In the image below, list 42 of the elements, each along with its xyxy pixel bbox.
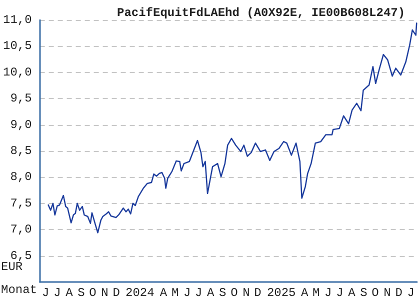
x-tick-label: D bbox=[254, 286, 262, 300]
y-tick-label: 8,5 bbox=[10, 144, 32, 158]
chart-title: PacifEquitFdLAEhd (A0X92E, IE00B608L247) bbox=[117, 6, 406, 20]
x-tick-label: A bbox=[207, 286, 216, 300]
x-tick-label: J bbox=[195, 286, 202, 300]
x-tick-label: N bbox=[384, 286, 391, 300]
x-tick-label: M bbox=[171, 286, 179, 300]
y-tick-label: 10,5 bbox=[2, 39, 32, 54]
x-tick-label: D bbox=[112, 286, 120, 300]
x-axis-title: Monat bbox=[1, 283, 38, 297]
x-tick-label: J bbox=[183, 286, 191, 300]
x-tick-label: 2024 bbox=[125, 286, 154, 300]
x-tick-label: S bbox=[219, 286, 226, 300]
y-axis-title: EUR bbox=[1, 260, 23, 274]
x-tick-label: J bbox=[42, 286, 50, 300]
y-tick-label: 8,0 bbox=[10, 170, 32, 184]
y-tick-label: 9,5 bbox=[10, 92, 32, 106]
line-series bbox=[48, 22, 418, 234]
y-tick-label: 6,5 bbox=[10, 248, 32, 263]
x-tick-label: J bbox=[324, 286, 332, 300]
x-tick-label: A bbox=[348, 286, 356, 300]
x-tick-label: O bbox=[372, 286, 379, 300]
x-tick-label: J bbox=[54, 286, 61, 300]
x-tick-label: D bbox=[395, 286, 402, 300]
x-tick-label: 2025 bbox=[266, 286, 296, 300]
x-tick-label: J bbox=[336, 286, 344, 300]
x-tick-label: A bbox=[66, 286, 74, 300]
x-tick-label: O bbox=[89, 286, 96, 300]
y-tick-label: 9,0 bbox=[10, 118, 32, 132]
x-tick-label: A bbox=[300, 286, 309, 300]
y-tick-label: 7,0 bbox=[10, 222, 32, 237]
x-tick-label: N bbox=[242, 286, 250, 300]
x-tick-label: O bbox=[230, 286, 238, 300]
y-tick-label: 10,0 bbox=[2, 65, 32, 80]
y-tick-label: 7,5 bbox=[10, 196, 32, 210]
y-tick-label: 11,0 bbox=[2, 13, 32, 27]
x-tick-label: N bbox=[101, 286, 108, 300]
x-tick-label: M bbox=[312, 286, 320, 300]
x-tick-label: A bbox=[160, 286, 168, 300]
x-tick-label: S bbox=[360, 286, 368, 300]
x-tick-label: J bbox=[407, 286, 414, 300]
x-tick-label: S bbox=[78, 286, 85, 300]
